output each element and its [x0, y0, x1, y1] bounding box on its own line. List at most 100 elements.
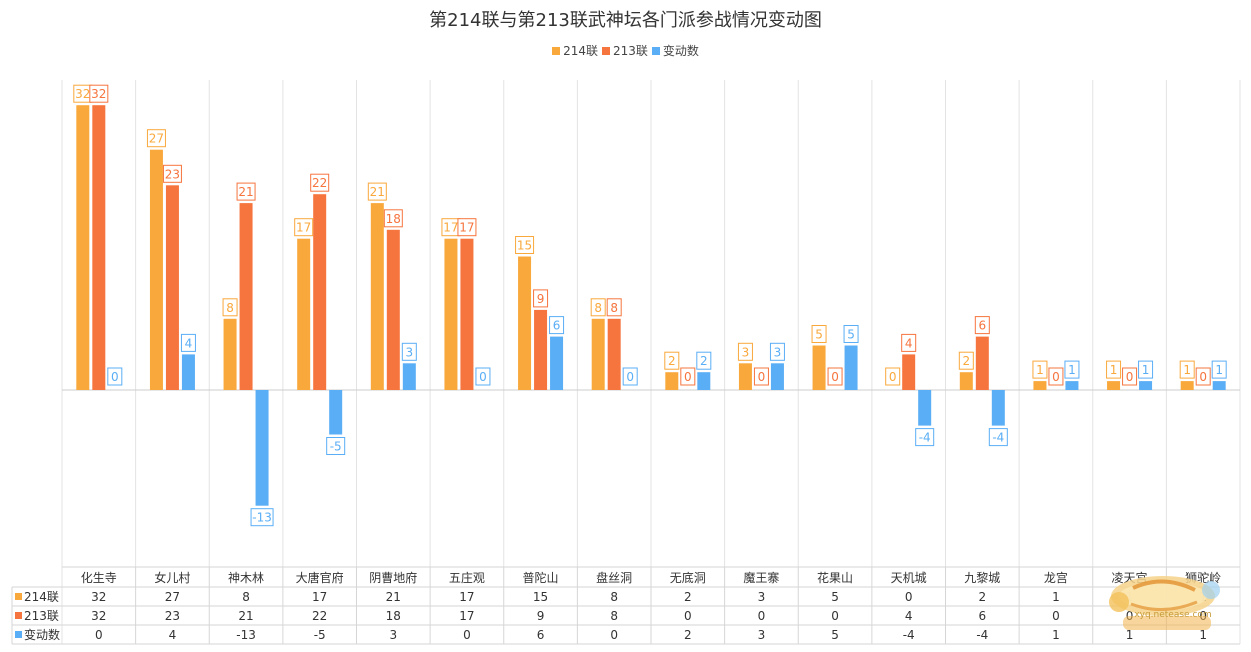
bar	[534, 309, 548, 390]
category-label: 普陀山	[523, 570, 559, 585]
data-label: 27	[149, 132, 164, 146]
data-label-box	[901, 333, 917, 352]
table-cell: 0	[1052, 609, 1060, 623]
data-label: 21	[370, 185, 385, 199]
data-label: 0	[1126, 370, 1134, 384]
bar	[1065, 381, 1079, 390]
data-label: 1	[1142, 363, 1150, 377]
legend-label: 214联	[563, 44, 598, 58]
table-cell: 1	[1052, 628, 1060, 642]
data-label-box	[250, 508, 274, 527]
data-label: 0	[684, 370, 692, 384]
data-label-box	[606, 298, 622, 317]
legend-item[interactable]: 变动数	[651, 42, 699, 59]
bar	[1212, 381, 1226, 390]
data-label-box	[664, 351, 680, 370]
data-label-box	[401, 342, 417, 361]
data-label: 17	[459, 221, 474, 235]
data-label-box	[680, 367, 696, 386]
data-label: 1	[1183, 363, 1191, 377]
bar	[223, 318, 237, 390]
legend-swatch	[552, 47, 561, 55]
table-cell: 21	[386, 590, 401, 604]
category-label: 大唐官府	[296, 570, 344, 585]
table-cell: 5	[831, 590, 839, 604]
data-label-box	[811, 325, 827, 343]
data-label: 1	[1036, 363, 1044, 377]
data-label: 17	[443, 221, 458, 235]
category-label: 化生寺	[81, 571, 117, 585]
table-cell: 0	[758, 609, 766, 623]
data-label-box	[590, 298, 606, 317]
data-label: 2	[668, 354, 676, 368]
bar	[550, 336, 564, 390]
category-label: 九黎城	[964, 571, 1000, 585]
bar	[181, 354, 195, 390]
bar	[697, 372, 711, 390]
table-row-header: 213联	[24, 609, 59, 623]
data-label-box	[222, 298, 238, 317]
bar	[518, 256, 532, 390]
data-label: 8	[594, 301, 602, 315]
bar	[738, 363, 752, 390]
data-label: 0	[626, 370, 634, 384]
data-label-box	[89, 84, 109, 103]
site-logo-watermark	[1109, 576, 1220, 630]
legend-label: 变动数	[662, 44, 699, 58]
data-label: 3	[405, 345, 413, 359]
category-label: 无底洞	[670, 570, 706, 585]
data-label: 32	[75, 87, 90, 101]
data-label: -4	[992, 431, 1004, 445]
data-label-box	[622, 367, 638, 386]
table-cell: 2	[684, 628, 692, 642]
legend-swatch	[601, 47, 610, 55]
data-label: 5	[847, 328, 855, 342]
data-label-box	[988, 428, 1008, 447]
bar	[255, 390, 269, 506]
data-label: 3	[774, 345, 782, 359]
table-series-swatch	[15, 612, 22, 619]
table-cell: 32	[91, 609, 106, 623]
bar	[991, 390, 1005, 426]
table-cell: 15	[533, 590, 548, 604]
legend-item[interactable]: 213联	[601, 42, 648, 59]
bar	[444, 238, 458, 390]
data-label-box	[1064, 360, 1080, 379]
table-cell: -4	[903, 628, 915, 642]
bar	[844, 345, 858, 390]
data-label: 1	[1215, 363, 1223, 377]
data-label: 2	[962, 354, 970, 368]
data-label-box	[843, 325, 859, 343]
data-label: 1	[1110, 363, 1118, 377]
legend-item[interactable]: 214联	[552, 42, 598, 59]
table-cell: 9	[537, 609, 545, 623]
category-label: 阴曹地府	[369, 570, 417, 585]
data-label: 4	[905, 336, 913, 350]
data-label: 0	[111, 370, 119, 384]
data-label-box	[162, 164, 182, 183]
data-label: 0	[758, 370, 766, 384]
bar	[239, 203, 253, 390]
category-label: 女儿村	[154, 570, 190, 585]
table-cell: 32	[91, 590, 106, 604]
category-label: 天机城	[891, 571, 927, 585]
table-cell: 4	[169, 628, 177, 642]
data-label: 0	[889, 370, 897, 384]
table-cell: 17	[312, 590, 327, 604]
legend-swatch	[651, 47, 660, 55]
data-label-box	[737, 342, 753, 361]
category-label: 魔王寨	[743, 570, 779, 585]
data-label: -13	[252, 511, 272, 525]
bar	[460, 238, 474, 390]
chart-title: 第214联与第213联武神坛各门派参战情况变动图	[429, 10, 822, 31]
data-label: 5	[815, 328, 823, 342]
bar	[92, 105, 106, 390]
table-cell: 0	[463, 628, 471, 642]
data-label-box	[885, 367, 901, 386]
watermark-text: xyq.netease.com	[1134, 610, 1212, 620]
data-label: 22	[312, 176, 327, 190]
data-label-box	[549, 316, 565, 335]
data-label-box	[769, 342, 785, 361]
data-label-box	[974, 316, 990, 335]
data-label: 9	[537, 292, 545, 306]
